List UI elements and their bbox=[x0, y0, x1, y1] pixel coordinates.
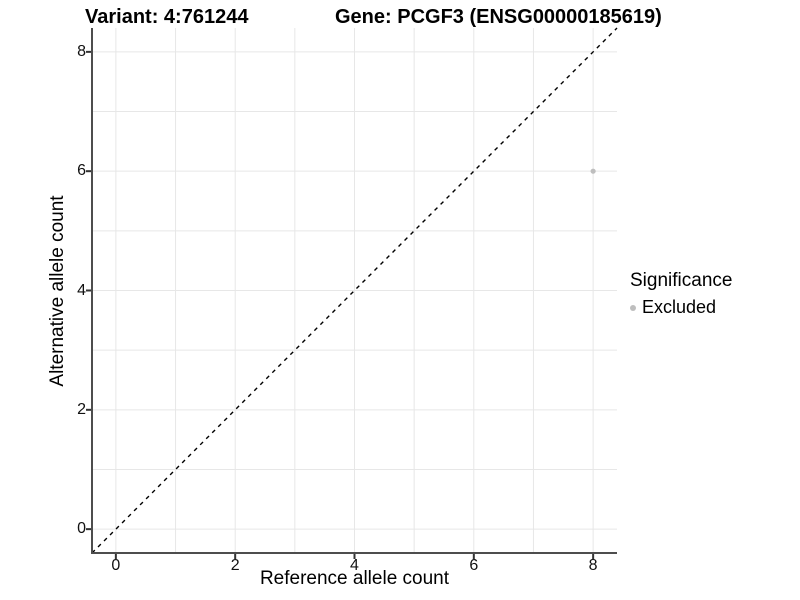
legend-item: Excluded bbox=[630, 297, 732, 318]
legend: Significance Excluded bbox=[630, 270, 732, 318]
x-axis-title: Reference allele count bbox=[259, 568, 450, 589]
legend-item-label: Excluded bbox=[642, 297, 717, 317]
y-tick-label: 6 bbox=[77, 162, 86, 180]
x-tick-label: 0 bbox=[111, 557, 121, 574]
legend-items: Excluded bbox=[630, 297, 732, 318]
x-tick-label: 8 bbox=[588, 557, 598, 574]
x-tick-label: 4 bbox=[350, 557, 359, 574]
gene-title: Gene: PCGF3 (ENSG00000185619) bbox=[335, 6, 662, 28]
x-tick-label: 2 bbox=[230, 557, 240, 574]
x-tick-label: 6 bbox=[469, 557, 479, 574]
data-point bbox=[590, 168, 596, 174]
legend-title: Significance bbox=[630, 270, 733, 291]
legend-point-icon bbox=[630, 304, 636, 311]
y-tick-label: 4 bbox=[77, 281, 86, 299]
y-tick-label: 8 bbox=[77, 42, 86, 60]
y-tick-label: 2 bbox=[77, 400, 86, 418]
variant-title: Variant: 4:761244 bbox=[85, 6, 249, 28]
y-tick-label: 0 bbox=[77, 520, 86, 538]
